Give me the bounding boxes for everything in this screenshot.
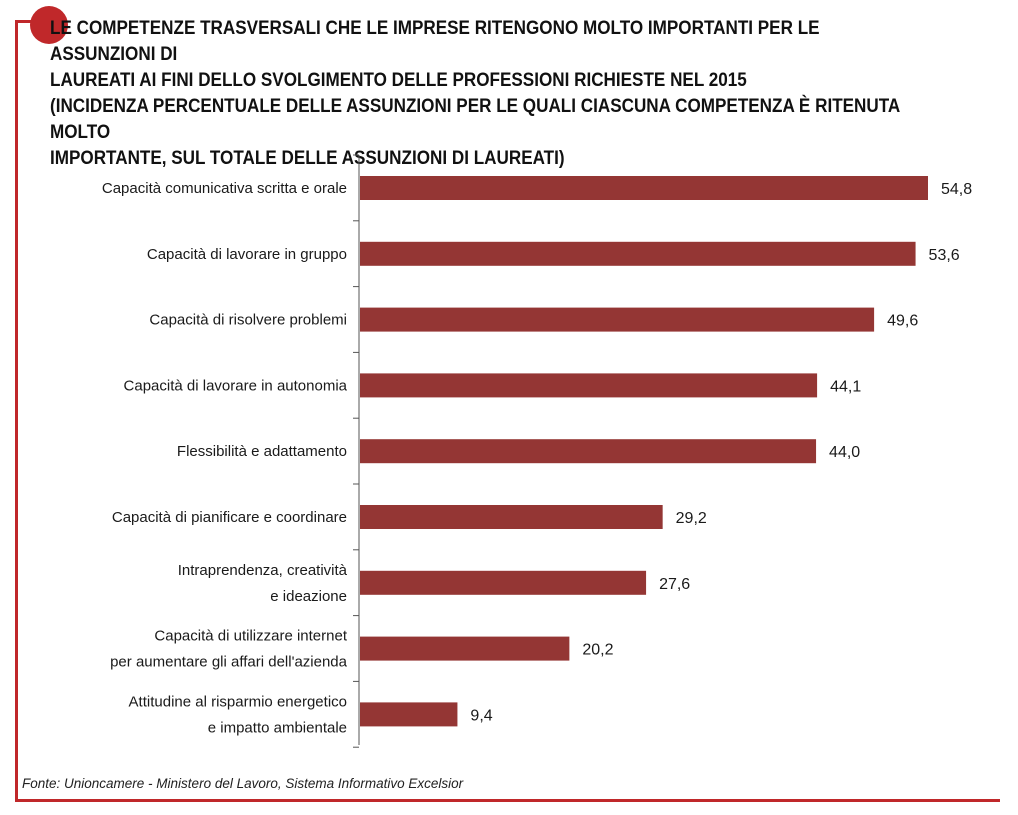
category-label: Capacità di utilizzare internet xyxy=(154,628,347,645)
bar xyxy=(360,636,570,661)
corner-dot xyxy=(30,6,68,44)
bar xyxy=(360,373,818,398)
category-label: Capacità di lavorare in autonomia xyxy=(124,377,348,394)
chart-title-line: LAUREATI AI FINI DELLO SVOLGIMENTO DELLE… xyxy=(50,70,747,91)
source-note: Fonte: Unioncamere - Ministero del Lavor… xyxy=(22,776,464,791)
frame-left-rule xyxy=(15,20,18,802)
category-label: per aumentare gli affari dell'azienda xyxy=(110,654,348,671)
category-label: Flessibilità e adattamento xyxy=(177,443,347,460)
bar xyxy=(360,505,663,529)
bar-value-label: 44,1 xyxy=(830,378,861,395)
bar-value-label: 53,6 xyxy=(929,247,960,264)
bar xyxy=(360,570,647,595)
chart-title-line: (INCIDENZA PERCENTUALE DELLE ASSUNZIONI … xyxy=(50,96,900,143)
category-label: Capacità di pianificare e coordinare xyxy=(112,509,347,526)
chart-title-line: IMPORTANTE, SUL TOTALE DELLE ASSUNZIONI … xyxy=(50,148,565,169)
bar-value-label: 54,8 xyxy=(941,181,972,198)
bar-value-label: 20,2 xyxy=(582,642,613,659)
bar-value-label: 9,4 xyxy=(470,707,492,724)
category-label: Attitudine al risparmio energetico xyxy=(129,693,347,710)
category-label: Capacità di lavorare in gruppo xyxy=(147,246,347,263)
bar xyxy=(360,307,875,332)
frame-bottom-rule xyxy=(15,799,1000,802)
chart-title-line: LE COMPETENZE TRASVERSALI CHE LE IMPRESE… xyxy=(50,18,820,65)
chart-title: LE COMPETENZE TRASVERSALI CHE LE IMPRESE… xyxy=(50,16,905,172)
bar xyxy=(360,241,916,266)
category-label: Intraprendenza, creatività xyxy=(178,562,348,579)
bar-value-label: 27,6 xyxy=(659,576,690,593)
category-label: Capacità di risolvere problemi xyxy=(149,312,347,329)
category-label: e ideazione xyxy=(270,588,347,605)
bar-value-label: 49,6 xyxy=(887,313,918,330)
category-label: e impatto ambientale xyxy=(208,719,347,736)
bar-value-label: 44,0 xyxy=(829,444,860,461)
bar-value-label: 29,2 xyxy=(676,510,707,527)
category-label: Capacità comunicativa scritta e orale xyxy=(102,180,347,197)
bar xyxy=(360,176,928,200)
bar xyxy=(360,439,817,464)
bar xyxy=(360,702,458,727)
